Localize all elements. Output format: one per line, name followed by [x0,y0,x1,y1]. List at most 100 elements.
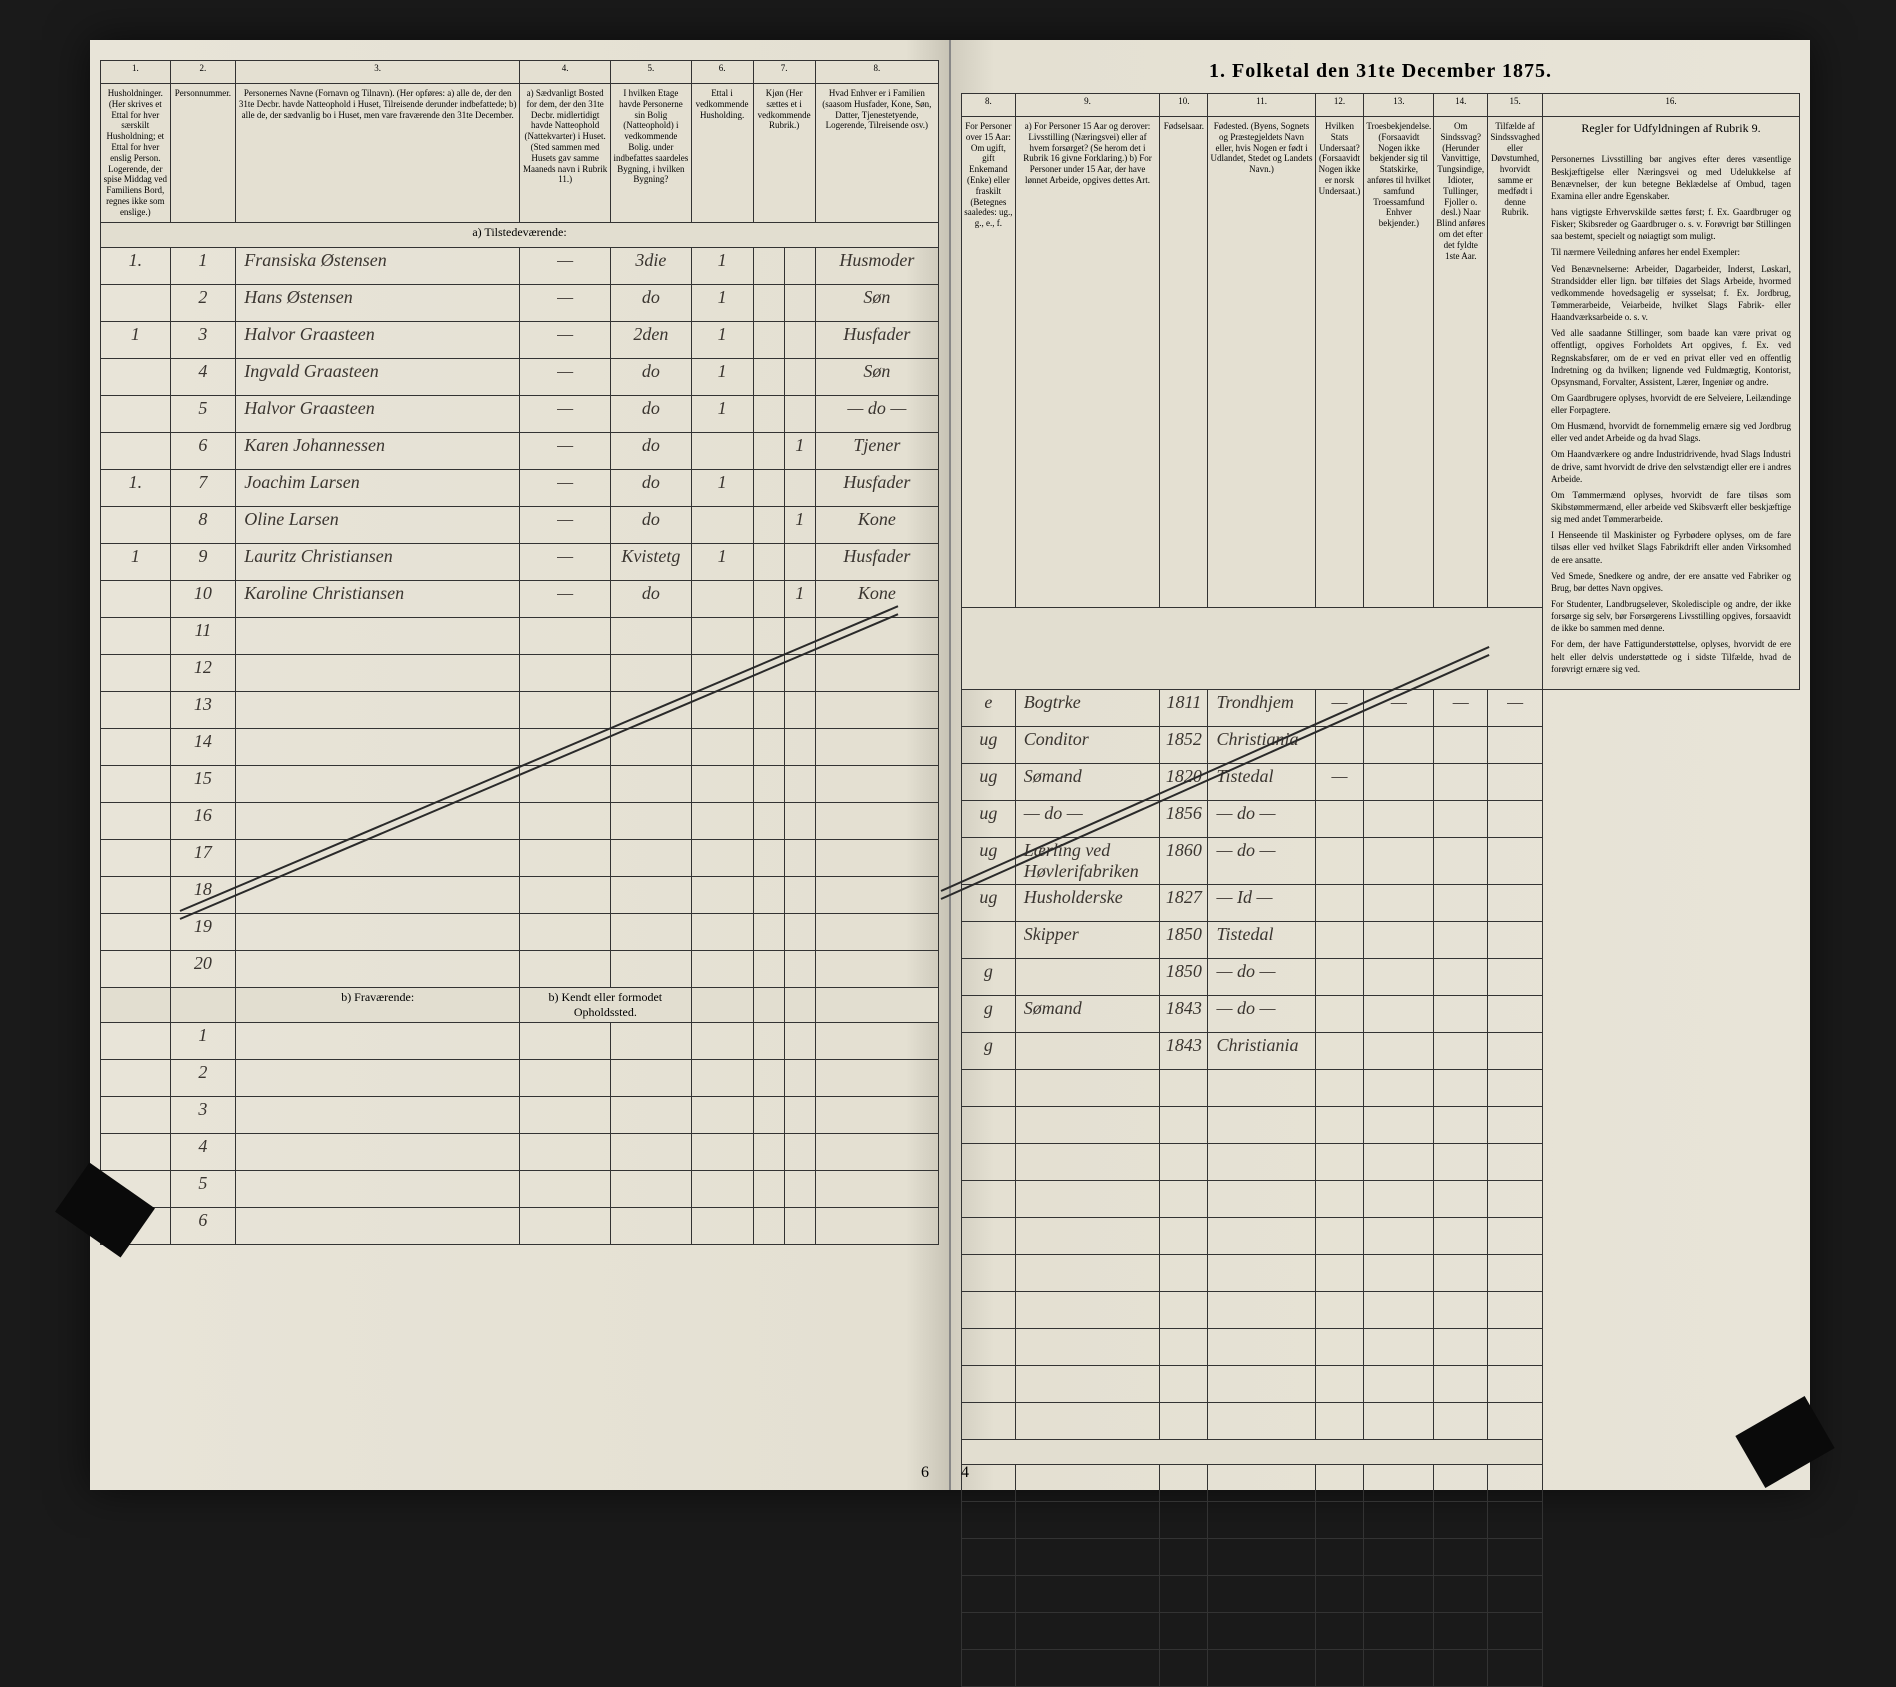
table-row: 2Hans Østensen—do1Søn [101,285,939,322]
rules-p12: For Studenter, Landbrugselever, Skoledis… [1551,598,1791,634]
table-row: 16 [101,803,939,840]
hdr-12: Hvilken Stats Undersaat? (Forsaavidt Nog… [1315,117,1364,608]
rules-p11: Ved Smede, Snedkere og andre, der ere an… [1551,570,1791,594]
colnum-6: 6. [691,61,753,84]
rules-p10: I Henseende til Maskinister og Fyrbødere… [1551,529,1791,565]
section-a-header: a) Tilstedeværende: [101,223,939,248]
ledger-spread: 1. 2. 3. 4. 5. 6. 7. 8. Husholdninger. (… [90,40,1810,1490]
section-b-note: b) Kendt eller formodet Opholdssted. [520,988,691,1023]
colnum-row-right: 8. 9. 10. 11. 12. 13. 14. 15. 16. [962,94,1800,117]
table-row: 2 [101,1060,939,1097]
colnum-8r: 8. [962,94,1016,117]
rules-p13: For dem, der have Fattigunderstøttelse, … [1551,638,1791,674]
table-row: 4Ingvald Graasteen—do1Søn [101,359,939,396]
rules-p6: Om Gaardbrugere oplyses, hvorvidt de ere… [1551,392,1791,416]
table-row: 6Karen Johannessen—do1Tjener [101,433,939,470]
rules-p5: Ved alle saadanne Stillinger, som baade … [1551,327,1791,388]
table-row: 17 [101,840,939,877]
table-row [962,1106,1800,1143]
rules-p9: Om Tømmermænd oplyses, hvorvidt de fare … [1551,489,1791,525]
table-row: 15 [101,766,939,803]
census-table-left: 1. 2. 3. 4. 5. 6. 7. 8. Husholdninger. (… [100,60,939,1245]
table-row: gSømand1843— do — [962,995,1800,1032]
table-row: 12 [101,655,939,692]
table-row [962,1365,1800,1402]
census-table-right: 8. 9. 10. 11. 12. 13. 14. 15. 16. For Pe… [961,93,1800,1687]
hdr-4: a) Sædvanligt Bosted for dem, der den 31… [520,84,611,223]
table-row: 6 [101,1208,939,1245]
table-row [962,1501,1800,1538]
rules-text: Personernes Livsstilling bør angives eft… [1545,143,1797,684]
table-row: 3 [101,1097,939,1134]
rules-p4: Ved Benævnelserne: Arbeider, Dagarbeider… [1551,263,1791,324]
rules-p8: Om Haandværkere og andre Industridrivend… [1551,448,1791,484]
table-row [962,1217,1800,1254]
rules-column: Regler for Udfyldningen af Rubrik 9. Per… [1543,117,1800,690]
hdr-9: a) For Personer 15 Aar og derover: Livss… [1015,117,1159,608]
left-page: 1. 2. 3. 4. 5. 6. 7. 8. Husholdninger. (… [90,40,951,1490]
table-row: 20 [101,951,939,988]
table-row [962,1180,1800,1217]
table-row [962,1254,1800,1291]
page-num-right: 4 [961,1464,969,1482]
hdr-1: Husholdninger. (Her skrives et Ettal for… [101,84,171,223]
colnum-5: 5. [611,61,691,84]
right-page: 1. Folketal den 31te December 1875. 8. 9… [951,40,1810,1490]
section-b-header: b) Fraværende: b) Kendt eller formodet O… [101,988,939,1023]
hdr-13: Troesbekjendelse. (Forsaavidt Nogen ikke… [1364,117,1434,608]
rules-p2: hans vigtigste Erhvervskilde sættes førs… [1551,206,1791,242]
table-row: 5 [101,1171,939,1208]
colnum-14: 14. [1434,94,1488,117]
hdr-8l: Hvad Enhver er i Familien (saasom Husfad… [815,84,938,223]
table-row: 19Lauritz Christiansen—Kvistetg1Husfader [101,544,939,581]
table-row: 10Karoline Christiansen—do1Kone [101,581,939,618]
table-row [962,1612,1800,1649]
rules-p3: Til nærmere Veiledning anføres her endel… [1551,246,1791,258]
colnum-row: 1. 2. 3. 4. 5. 6. 7. 8. [101,61,939,84]
document-title: 1. Folketal den 31te December 1875. [961,60,1800,83]
table-row: 13Halvor Graasteen—2den1Husfader [101,322,939,359]
table-row [962,1291,1800,1328]
colnum-4: 4. [520,61,611,84]
colnum-1: 1. [101,61,171,84]
table-row: g1843Christiania [962,1032,1800,1069]
table-row: g1850— do — [962,958,1800,995]
hdr-14: Om Sindssvag? (Herunder Vanvittige, Tung… [1434,117,1488,608]
colnum-9: 9. [1015,94,1159,117]
colnum-7: 7. [753,61,815,84]
table-row: 14 [101,729,939,766]
colnum-10: 10. [1160,94,1208,117]
table-row: ugSømand1820Tistedal— [962,763,1800,800]
table-row: 4 [101,1134,939,1171]
table-row: ugConditor1852Christiania [962,726,1800,763]
hdr-10: Fødselsaar. [1160,117,1208,608]
table-row [962,1464,1800,1501]
colnum-3: 3. [236,61,520,84]
table-row: 13 [101,692,939,729]
colnum-16: 16. [1543,94,1800,117]
colnum-13: 13. [1364,94,1434,117]
hdr-6: Ettal i vedkommende Husholding. [691,84,753,223]
table-row: Skipper1850Tistedal [962,921,1800,958]
table-row [962,1649,1800,1686]
section-b-label: b) Fraværende: [236,988,520,1023]
colnum-12: 12. [1315,94,1364,117]
table-row: 1.1Fransiska Østensen—3die1Husmoder [101,248,939,285]
page-num-left: 6 [921,1464,929,1482]
rules-heading: Regler for Udfyldningen af Rubrik 9. [1545,121,1797,135]
table-row: ugHusholderske1827— Id — [962,884,1800,921]
table-row [962,1538,1800,1575]
hdr-15: Tilfælde af Sindssvaghed eller Døvstumhe… [1488,117,1543,608]
colnum-11: 11. [1208,94,1315,117]
table-row [962,1069,1800,1106]
hdr-5: I hvilken Etage havde Personerne sin Bol… [611,84,691,223]
hdr-11: Fødested. (Byens, Sognets og Præstegjeld… [1208,117,1315,608]
rules-p7: Om Husmænd, hvorvidt de fornemmelig ernæ… [1551,420,1791,444]
table-row: 19 [101,914,939,951]
colnum-2: 2. [170,61,236,84]
hdr-2: Personnummer. [170,84,236,223]
table-row: 5Halvor Graasteen—do1— do — [101,396,939,433]
table-row [962,1143,1800,1180]
table-row [962,1402,1800,1439]
table-row [962,1575,1800,1612]
